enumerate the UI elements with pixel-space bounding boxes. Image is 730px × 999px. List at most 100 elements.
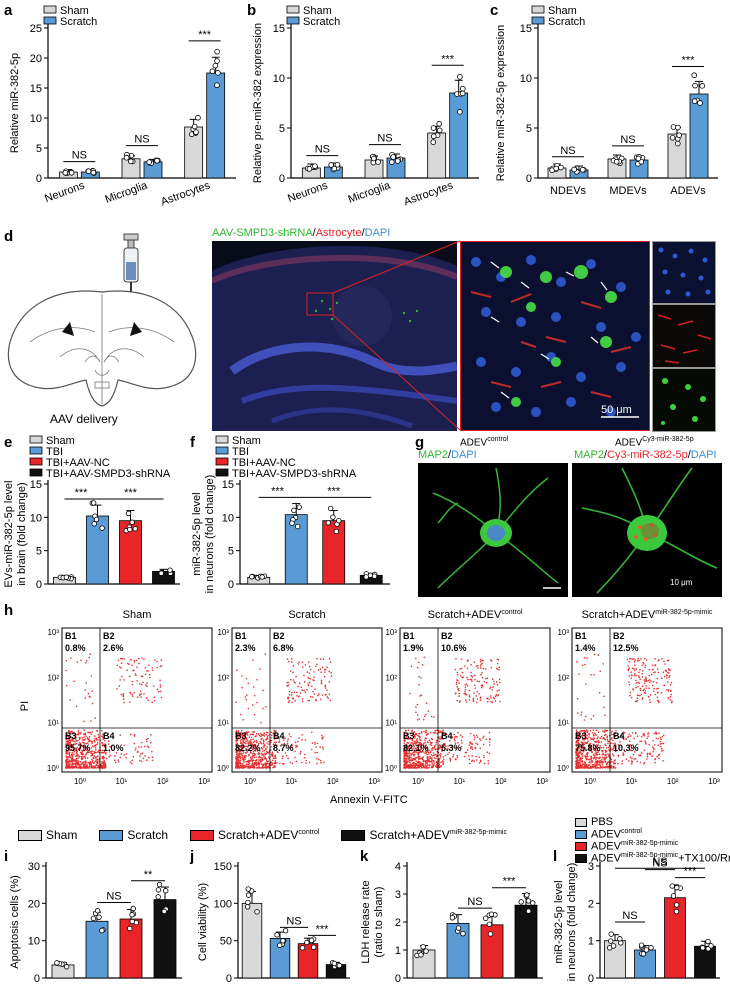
flow-dot-1 <box>253 694 256 697</box>
flow-dot-1 <box>250 759 252 761</box>
flow-dot-1 <box>303 753 306 756</box>
flow-dot-2 <box>422 756 425 758</box>
flow-dot-2 <box>404 762 406 764</box>
data-point-c <box>669 134 676 141</box>
flow-dot-2 <box>423 742 425 745</box>
panel-label-g: g <box>415 434 425 451</box>
flow-dot-3 <box>581 755 584 757</box>
flow-dot-2 <box>478 762 481 764</box>
flow-dot-2 <box>473 684 476 686</box>
flow-dot-3 <box>596 760 598 763</box>
flow-dot-1 <box>241 734 243 736</box>
flow-dot-2 <box>434 730 436 732</box>
flow-dot-1 <box>240 753 243 756</box>
flow-dot-3 <box>590 757 593 759</box>
flow-dot-2 <box>411 738 414 741</box>
flow-dot-0 <box>97 739 99 741</box>
flow-dot-1 <box>260 721 262 724</box>
flow-dot-3 <box>655 682 658 684</box>
flow-dot-3 <box>652 750 654 753</box>
flow-dot-2 <box>416 746 419 749</box>
flow-dot-0 <box>104 763 107 766</box>
flow-dot-0 <box>151 669 154 671</box>
legend-ijk-swatch <box>190 829 215 841</box>
y-tick-label-f: 0 <box>228 579 234 591</box>
data-point-e <box>129 519 135 525</box>
flow-dot-2 <box>432 766 435 768</box>
flow-dot-1 <box>239 766 242 768</box>
flow-dot-2 <box>419 744 421 747</box>
flow-dot-1 <box>242 767 245 769</box>
legend-swatch-e <box>29 468 43 477</box>
flow-dot-0 <box>82 738 84 741</box>
flow-dot-2 <box>435 764 438 766</box>
flow-dot-3 <box>631 757 633 760</box>
flow-dot-2 <box>496 667 498 670</box>
flow-dot-0 <box>83 749 86 752</box>
flow-dot-1 <box>301 689 304 691</box>
flow-dot-3 <box>595 729 598 732</box>
flow-title-3: Scratch+ADEVmiR-382-5p-mimic <box>582 609 713 621</box>
flow-dot-3 <box>578 765 581 767</box>
flow-dot-1 <box>263 757 266 760</box>
zoom-inset-svg <box>461 242 649 430</box>
y-axis-label-k: LDH release rate <box>360 880 372 963</box>
flow-dot-3 <box>653 748 655 751</box>
flow-dot-0 <box>139 755 141 757</box>
flow-dot-3 <box>630 762 633 765</box>
flow-dot-2 <box>424 752 426 754</box>
flow-dot-2 <box>454 740 456 742</box>
flow-dot-3 <box>583 746 586 748</box>
flow-dot-0 <box>103 759 105 762</box>
flow-dot-2 <box>464 751 467 754</box>
y-axis-label-l: in neurons (fold change) <box>566 863 578 982</box>
data-point-b <box>436 120 443 127</box>
flow-dot-2 <box>444 745 447 747</box>
flow-dot-1 <box>254 750 257 752</box>
flow-dot-2 <box>411 764 414 767</box>
flow-dot-2 <box>422 744 425 746</box>
flow-dot-3 <box>652 747 655 750</box>
flow-dot-3 <box>598 753 601 756</box>
flow-dot-0 <box>135 659 138 662</box>
flow-dot-3 <box>605 753 607 756</box>
flow-dot-2 <box>408 752 411 754</box>
flow-dot-1 <box>263 755 265 758</box>
flow-dot-2 <box>413 742 416 745</box>
flow-dot-2 <box>420 744 423 747</box>
data-point-e <box>91 521 97 527</box>
legend-ijk: Sham Scratch Scratch+ADEVcontrol Scratch+AD… <box>18 826 538 844</box>
flow-dot-1 <box>289 761 292 764</box>
flow-dot-1 <box>263 740 265 743</box>
flow-dot-2 <box>478 680 481 683</box>
flow-dot-0 <box>74 734 77 737</box>
flow-dot-3 <box>601 766 604 768</box>
channel-red-image <box>652 304 716 368</box>
flow-dot-3 <box>590 674 592 676</box>
flow-dot-2 <box>490 697 492 699</box>
flow-dot-1 <box>249 742 252 745</box>
flow-dot-0 <box>98 749 100 752</box>
flow-dot-1 <box>272 753 274 755</box>
flow-dot-1 <box>323 761 325 764</box>
flow-dot-1 <box>271 751 274 754</box>
flow-dot-1 <box>242 741 245 744</box>
flow-dot-2 <box>418 762 421 764</box>
flow-dot-1 <box>304 691 307 693</box>
flow-dot-2 <box>479 667 482 669</box>
flow-dot-0 <box>80 765 82 768</box>
data-point-i <box>127 925 133 932</box>
data-point-l <box>610 943 617 949</box>
data-point-f <box>336 517 342 524</box>
flow-dot-3 <box>620 734 623 737</box>
flow-dot-1 <box>262 739 265 742</box>
flow-dot-1 <box>245 677 248 680</box>
flow-dot-0 <box>134 749 136 751</box>
flow-dot-3 <box>594 765 596 768</box>
flow-dot-2 <box>427 756 429 759</box>
flow-dot-0 <box>146 745 149 748</box>
data-point-e <box>63 574 70 580</box>
flow-dot-2 <box>405 733 408 735</box>
flow-dot-0 <box>126 669 128 671</box>
flow-dot-3 <box>579 751 582 753</box>
